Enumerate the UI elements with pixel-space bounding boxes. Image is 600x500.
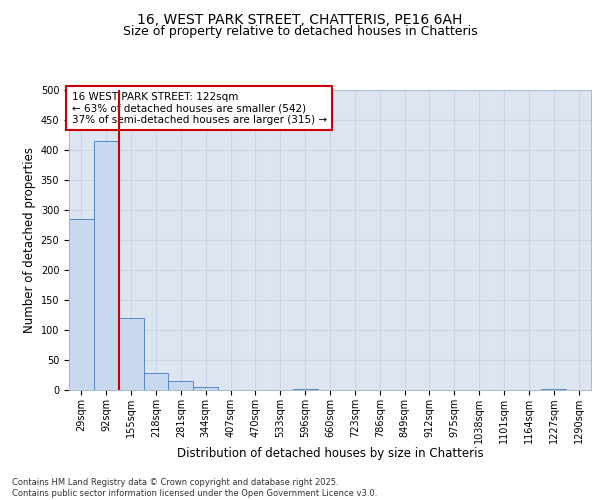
- Bar: [143, 373, 169, 390]
- X-axis label: Distribution of detached houses by size in Chatteris: Distribution of detached houses by size …: [176, 448, 484, 460]
- Bar: [169, 381, 193, 390]
- Y-axis label: Number of detached properties: Number of detached properties: [23, 147, 37, 333]
- Text: 16 WEST PARK STREET: 122sqm
← 63% of detached houses are smaller (542)
37% of se: 16 WEST PARK STREET: 122sqm ← 63% of det…: [71, 92, 327, 124]
- Bar: [541, 389, 566, 390]
- Bar: [193, 387, 218, 390]
- Text: Size of property relative to detached houses in Chatteris: Size of property relative to detached ho…: [122, 25, 478, 38]
- Bar: [119, 318, 143, 390]
- Text: 16, WEST PARK STREET, CHATTERIS, PE16 6AH: 16, WEST PARK STREET, CHATTERIS, PE16 6A…: [137, 12, 463, 26]
- Bar: [293, 389, 317, 390]
- Bar: [94, 141, 119, 390]
- Text: Contains HM Land Registry data © Crown copyright and database right 2025.
Contai: Contains HM Land Registry data © Crown c…: [12, 478, 377, 498]
- Bar: [69, 219, 94, 390]
